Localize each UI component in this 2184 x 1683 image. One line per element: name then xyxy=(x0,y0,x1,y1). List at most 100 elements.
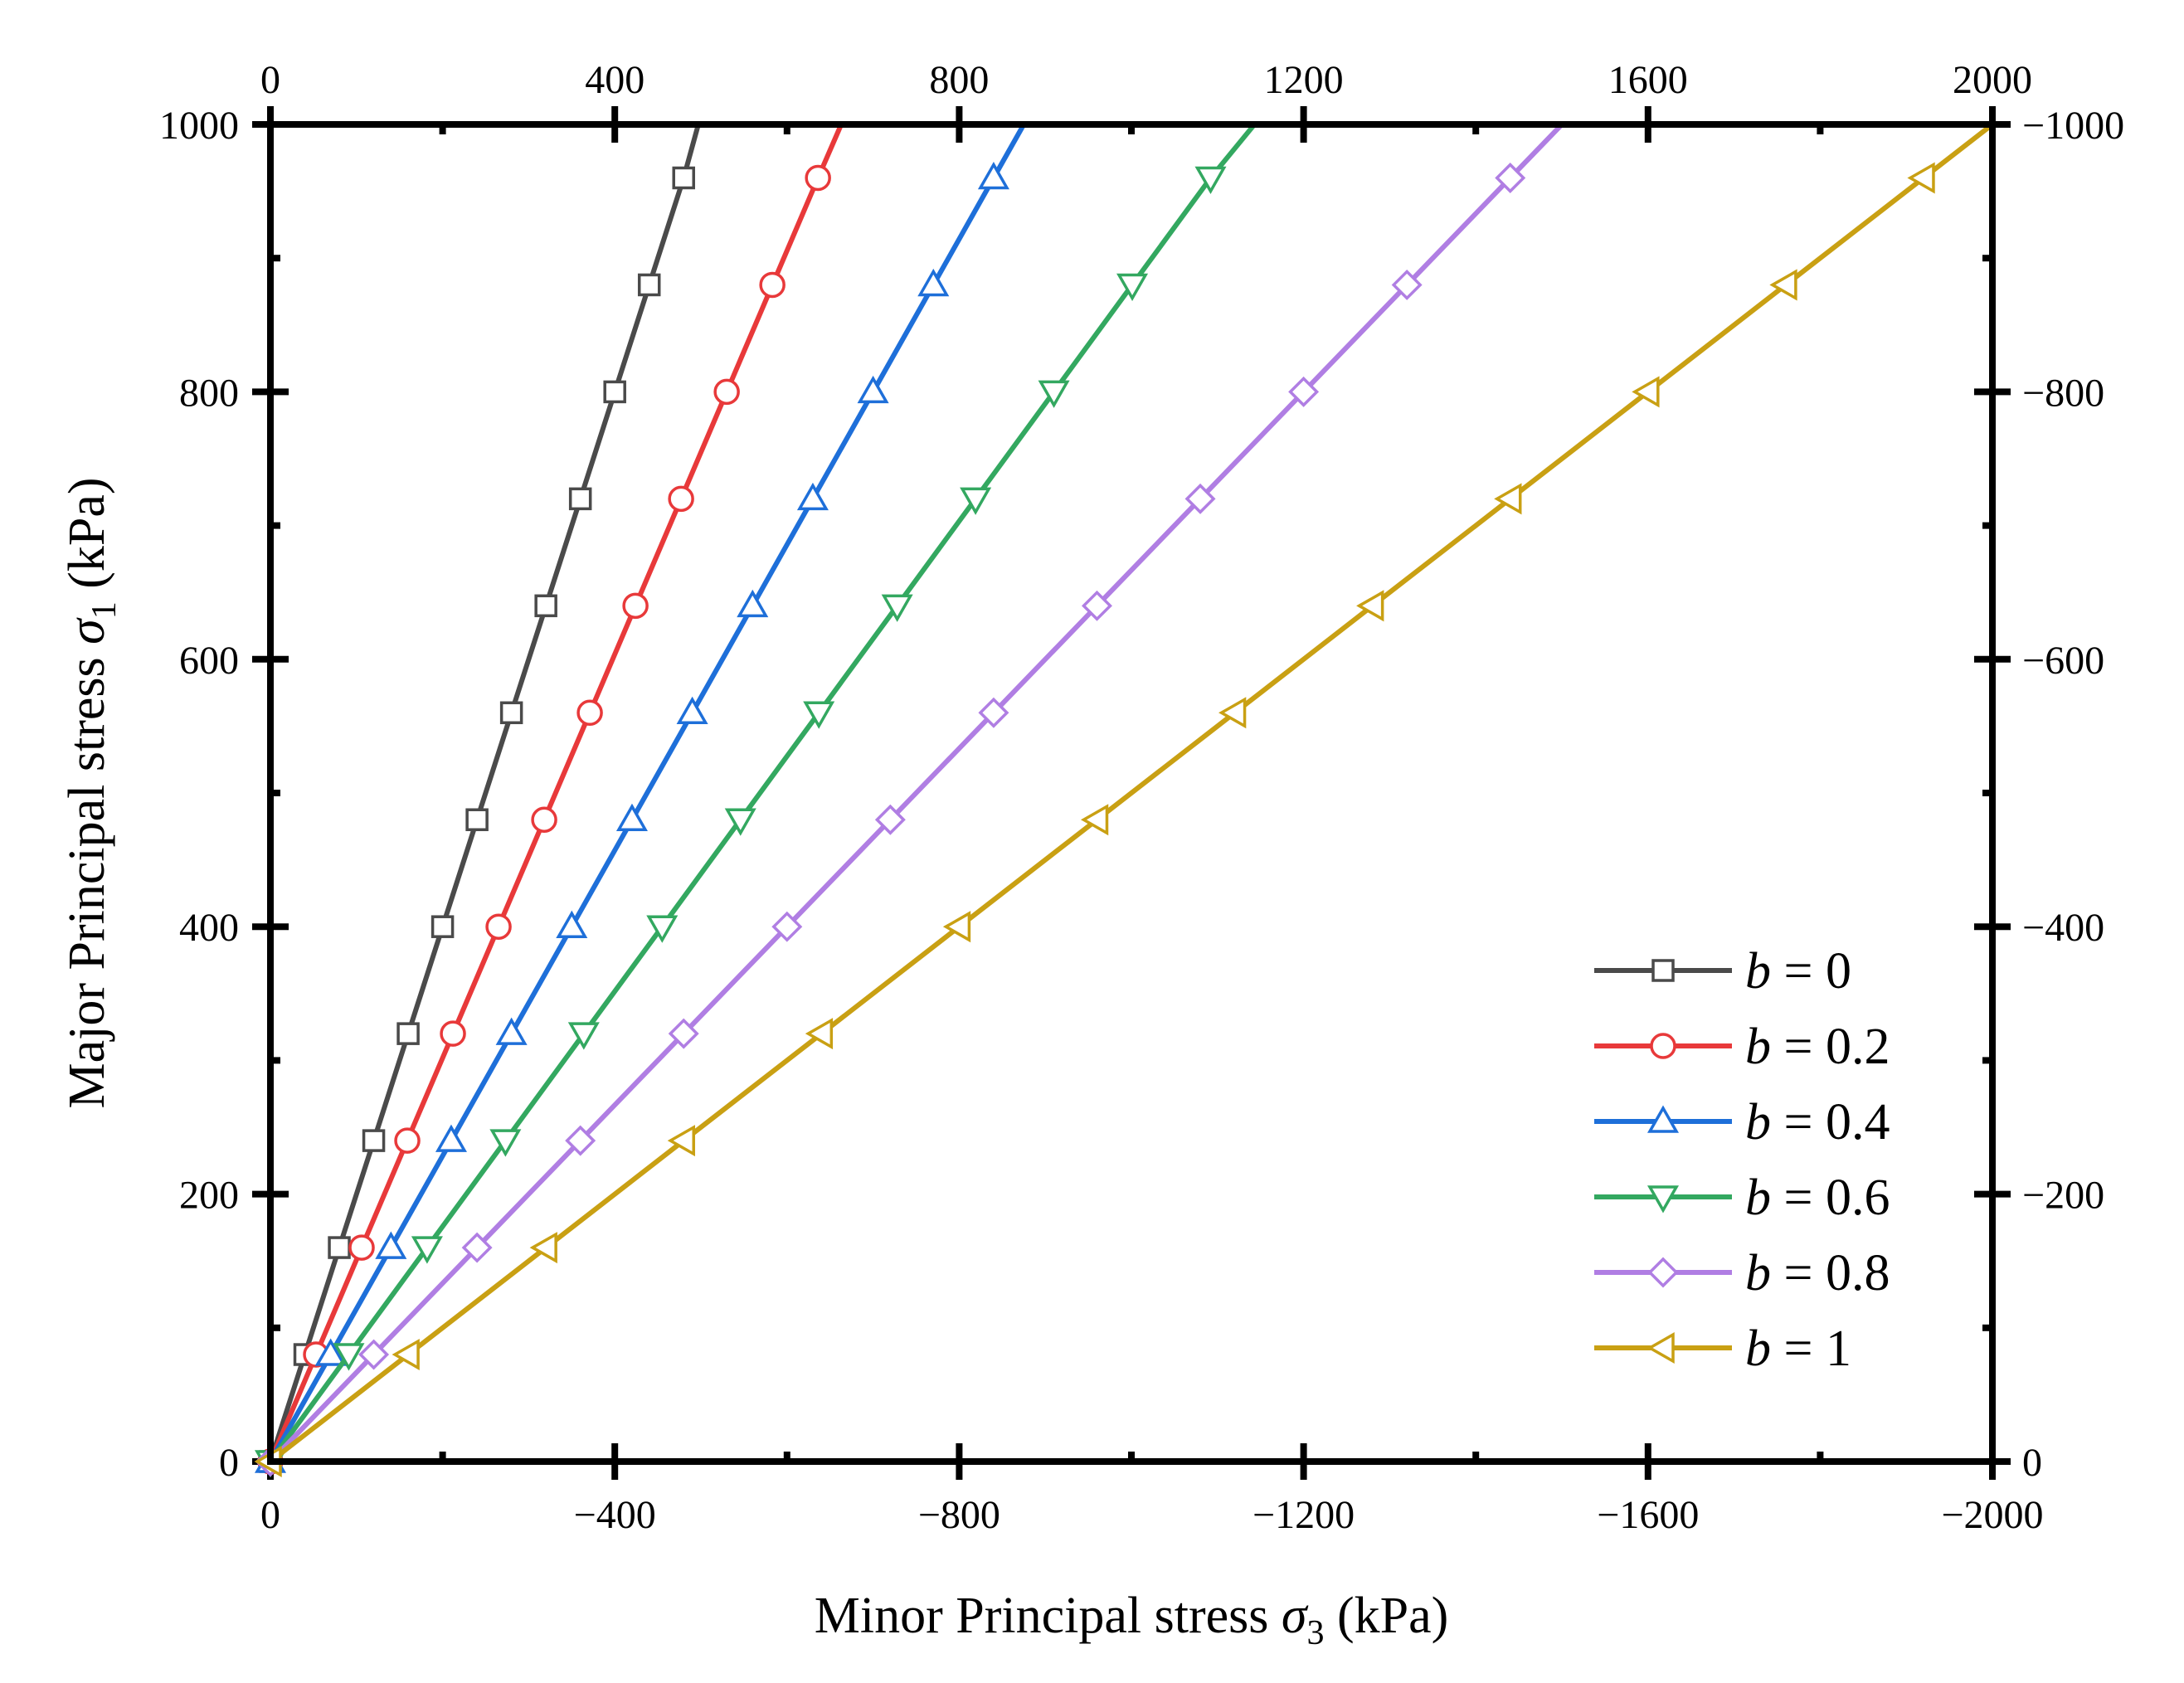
data-point xyxy=(411,1236,443,1264)
y-left-tick-label: 800 xyxy=(179,371,239,415)
data-point xyxy=(737,589,769,618)
data-point xyxy=(314,1338,347,1366)
legend-marker xyxy=(1650,1033,1676,1059)
data-point xyxy=(333,1343,365,1371)
data-point xyxy=(568,487,592,511)
data-point xyxy=(881,594,913,622)
legend-label: b = 0.6 xyxy=(1745,1170,1890,1226)
data-point xyxy=(1080,804,1109,836)
data-point xyxy=(759,271,786,299)
legend-label: b = 0 xyxy=(1745,943,1851,1000)
data-point xyxy=(576,699,603,727)
data-point xyxy=(565,1125,596,1156)
data-point xyxy=(465,808,489,831)
x-top-tick-label: 2000 xyxy=(1953,58,2032,102)
data-point xyxy=(531,806,557,833)
y-right-tick-label: −800 xyxy=(2022,371,2104,415)
data-point xyxy=(978,697,1009,728)
data-point xyxy=(485,913,512,940)
data-point xyxy=(1184,483,1216,514)
x-axis-title: Minor Principal stress σ3 (kPa) xyxy=(815,1588,1449,1652)
data-point xyxy=(646,915,679,943)
data-point xyxy=(1391,269,1423,300)
data-point xyxy=(977,161,1009,190)
data-point xyxy=(857,375,889,404)
data-point xyxy=(1038,380,1070,408)
x-top-tick-label: 400 xyxy=(585,58,644,102)
data-point xyxy=(803,701,835,729)
data-point xyxy=(805,1018,834,1050)
legend: b = 0 b = 0.2 b = 0.4 b = 0.6 b = 0.8 b = 1 xyxy=(1594,943,1890,1377)
legend-marker xyxy=(1647,1105,1680,1133)
series-line xyxy=(268,123,1257,1463)
data-point xyxy=(771,911,803,942)
data-point xyxy=(435,1124,467,1152)
series-line xyxy=(268,122,1564,1464)
data-point xyxy=(796,482,829,511)
data-point xyxy=(529,1232,557,1264)
series-line xyxy=(269,122,1994,1464)
x-bottom-tick-label: −2000 xyxy=(1941,1493,2043,1537)
data-point xyxy=(724,808,756,836)
x-bottom-tick-label: 0 xyxy=(260,1493,280,1537)
y-right-tick-label: −1000 xyxy=(2022,104,2124,148)
legend-item: b = 0.8 xyxy=(1594,1245,1890,1301)
legend-item: b = 0.6 xyxy=(1594,1170,1890,1226)
data-point xyxy=(396,1022,420,1045)
data-point xyxy=(499,701,523,725)
legend-marker xyxy=(1647,1185,1680,1214)
data-point xyxy=(1194,166,1227,195)
legend-label: b = 0.2 xyxy=(1745,1019,1890,1075)
data-point xyxy=(874,804,906,835)
x-bottom-tick-label: −800 xyxy=(918,1493,1000,1537)
data-point xyxy=(615,803,648,831)
y-left-tick-label: 200 xyxy=(179,1174,239,1218)
data-point xyxy=(1288,376,1320,407)
data-point xyxy=(362,1129,386,1152)
data-point xyxy=(375,1231,407,1259)
series-1 xyxy=(257,123,844,1475)
x-bottom-tick-label: −400 xyxy=(574,1493,656,1537)
x-top-tick-label: 1600 xyxy=(1608,58,1688,102)
data-point xyxy=(567,1022,600,1050)
y-right-tick-label: 0 xyxy=(2022,1441,2042,1485)
legend-item: b = 0.2 xyxy=(1594,1019,1890,1075)
legend-item: b = 0.4 xyxy=(1594,1094,1890,1150)
data-point xyxy=(495,1017,528,1045)
legend-label: b = 0.8 xyxy=(1745,1245,1890,1301)
data-point xyxy=(489,1129,522,1157)
legend-item: b = 0 xyxy=(1594,943,1851,1000)
data-point xyxy=(328,1236,351,1259)
legend-marker xyxy=(1651,959,1675,982)
data-point xyxy=(348,1234,375,1261)
y-right-tick-label: −600 xyxy=(2022,639,2104,683)
x-bottom-tick-label: −1600 xyxy=(1597,1493,1699,1537)
legend-item: b = 1 xyxy=(1594,1321,1851,1377)
y-right-tick-label: −400 xyxy=(2022,906,2104,950)
data-point xyxy=(430,915,455,938)
y-left-tick-label: 0 xyxy=(219,1441,239,1485)
legend-label: b = 1 xyxy=(1745,1321,1851,1377)
data-point xyxy=(394,1127,421,1154)
x-bottom-tick-label: −1200 xyxy=(1253,1493,1355,1537)
y-left-tick-label: 600 xyxy=(179,639,239,683)
data-point xyxy=(1356,590,1384,622)
y-right-tick-label: −200 xyxy=(2022,1174,2104,1218)
series-0 xyxy=(259,124,701,1473)
series-4 xyxy=(255,122,1564,1477)
data-point xyxy=(667,1125,695,1157)
data-point xyxy=(960,487,992,515)
data-point xyxy=(534,594,557,618)
data-point xyxy=(603,380,626,404)
data-point xyxy=(1082,590,1112,621)
data-point xyxy=(461,1232,493,1263)
series-3 xyxy=(254,123,1257,1478)
legend-marker xyxy=(1647,1257,1679,1288)
plot-frame xyxy=(267,121,1996,1465)
data-point xyxy=(942,911,971,943)
data-point xyxy=(1632,376,1660,408)
data-point xyxy=(1907,162,1935,194)
data-point xyxy=(672,166,695,190)
y-axis-title: Major Principal stress σ1 (kPa) xyxy=(59,477,124,1108)
